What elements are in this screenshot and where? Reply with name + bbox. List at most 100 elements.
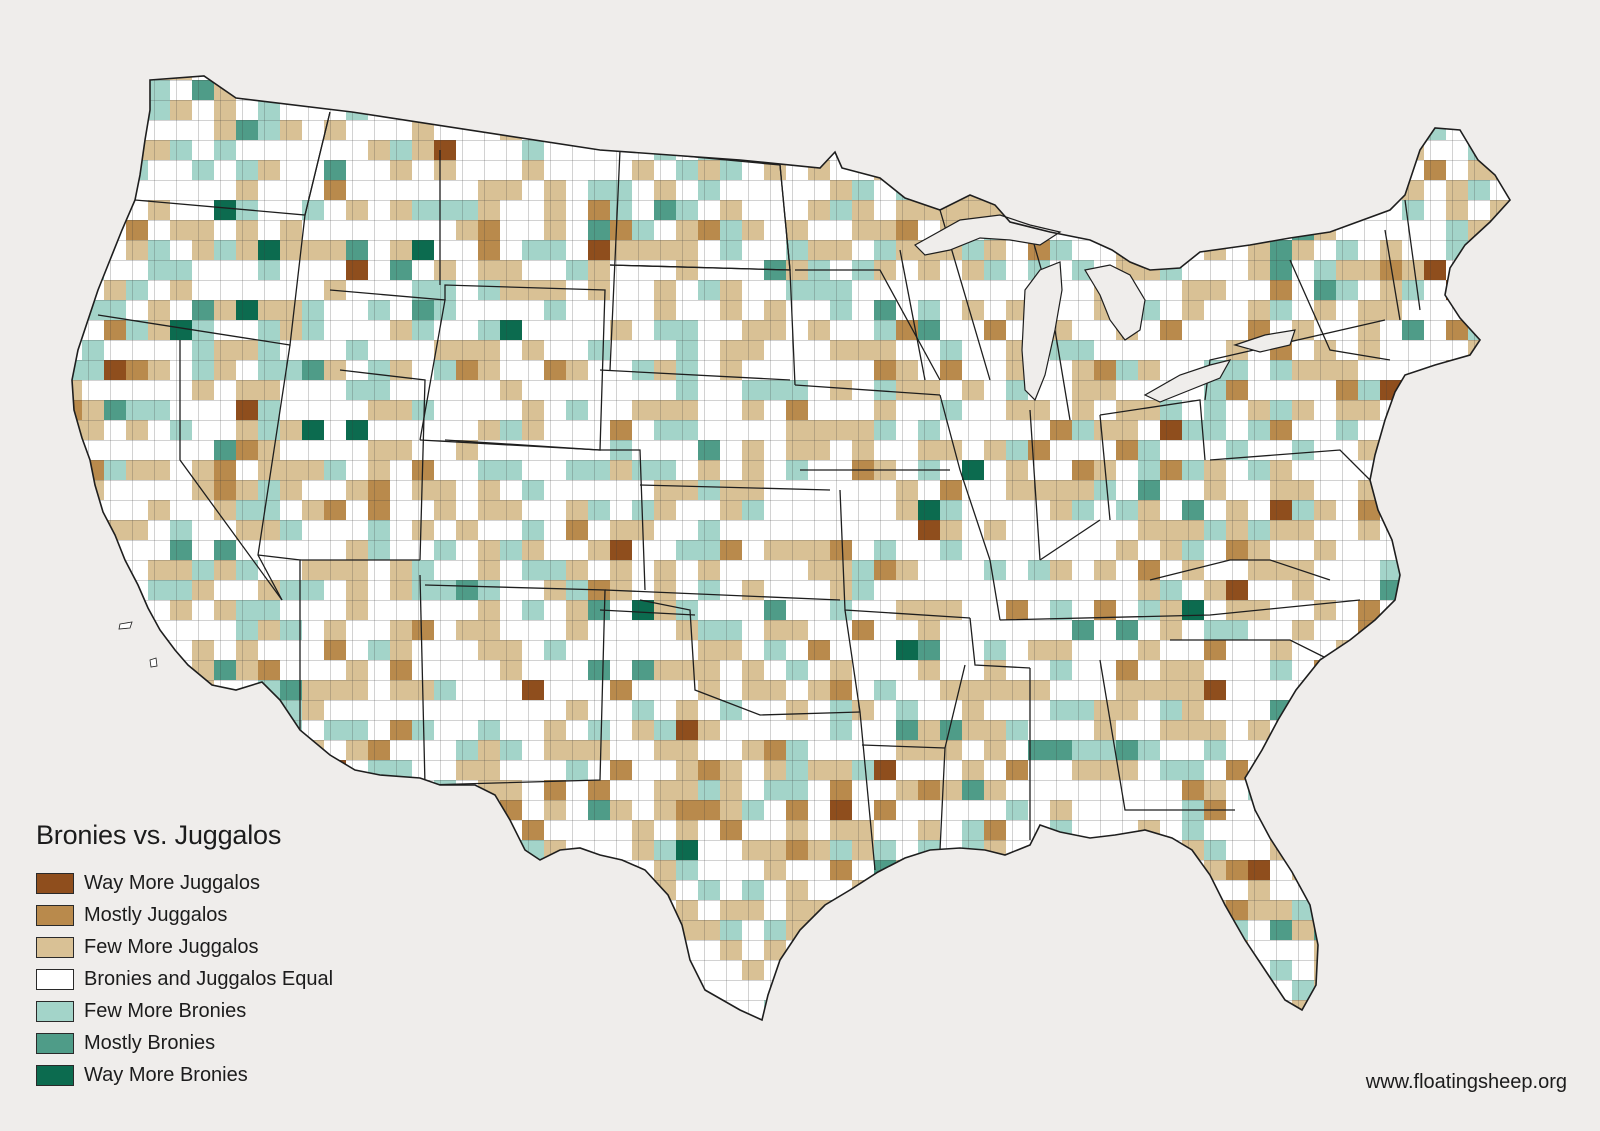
county-cell <box>434 100 456 120</box>
county-cell <box>104 100 126 120</box>
county-cell <box>610 80 632 100</box>
county-cell <box>1358 840 1380 860</box>
county-cell <box>500 1000 522 1020</box>
county-cell <box>1116 140 1138 160</box>
county-cell <box>258 760 280 780</box>
county-cell <box>1160 220 1182 240</box>
county-cell <box>1006 1020 1028 1040</box>
county-cell <box>1204 76 1226 80</box>
county-cell <box>1490 120 1510 140</box>
county-cell <box>830 120 852 140</box>
county-cell <box>1138 160 1160 180</box>
county-cell <box>1468 520 1490 540</box>
county-cell <box>654 920 676 940</box>
county-cell <box>302 80 324 100</box>
county-cell <box>1072 860 1094 880</box>
county-cell <box>1006 140 1028 160</box>
county-cell <box>1446 280 1468 300</box>
county-cell <box>1512 680 1534 700</box>
county-cell <box>1160 180 1182 200</box>
county-cell <box>192 740 214 760</box>
county-cell <box>1182 140 1204 160</box>
county-cell <box>214 760 236 780</box>
county-cell <box>500 960 522 980</box>
county-cell <box>148 780 170 800</box>
legend-title: Bronies vs. Juggalos <box>36 820 282 850</box>
county-cell <box>1270 76 1292 80</box>
county-cell <box>82 220 104 240</box>
county-cell <box>1336 960 1358 980</box>
legend-swatch <box>36 1000 74 1022</box>
county-cell <box>1446 660 1468 680</box>
county-cell <box>786 1020 808 1040</box>
county-cell <box>1204 80 1226 100</box>
county-cell <box>456 920 478 940</box>
county-cell <box>280 740 302 760</box>
county-cell <box>1292 80 1314 100</box>
county-cell <box>1468 960 1490 980</box>
county-cell <box>1512 280 1534 300</box>
county-cell <box>1468 400 1490 420</box>
county-cell <box>1468 1000 1490 1020</box>
channel-islands <box>118 621 158 668</box>
county-cell <box>1402 500 1424 520</box>
county-cell <box>1402 720 1424 740</box>
county-cell <box>1270 80 1292 100</box>
county-cell <box>126 800 148 820</box>
county-cell <box>72 240 82 260</box>
county-cell <box>1050 200 1072 220</box>
county-cell <box>918 940 940 960</box>
county-cell <box>72 600 82 620</box>
county-cell <box>764 76 786 80</box>
county-cell <box>1446 360 1468 380</box>
legend-item: Mostly Juggalos <box>36 899 436 931</box>
county-cell <box>544 900 566 920</box>
county-cell <box>1490 820 1510 840</box>
legend-swatch <box>36 1032 74 1054</box>
county-cell <box>1204 1020 1226 1040</box>
county-cell <box>1402 540 1424 560</box>
county-cell <box>258 700 280 720</box>
county-cell <box>456 820 478 840</box>
county-cell <box>962 860 984 880</box>
county-cell <box>984 960 1006 980</box>
county-cell <box>588 940 610 960</box>
county-cell <box>1028 1000 1050 1020</box>
county-cell <box>1336 800 1358 820</box>
county-cell <box>72 640 82 660</box>
county-cell <box>1226 76 1248 80</box>
county-cell <box>610 100 632 120</box>
county-cell <box>214 740 236 760</box>
county-cell <box>1204 900 1226 920</box>
county-cell <box>808 980 830 1000</box>
county-cell <box>1336 120 1358 140</box>
county-cell <box>72 460 82 480</box>
county-cell <box>1402 700 1424 720</box>
legend-rows: Way More Juggalos Mostly Juggalos Few More… <box>36 867 436 1091</box>
county-cell <box>1292 700 1314 720</box>
county-cell <box>1270 120 1292 140</box>
county-cell <box>940 100 962 120</box>
county-cell <box>324 780 346 800</box>
county-cell <box>720 80 742 100</box>
county-cell <box>1490 220 1510 240</box>
county-cell <box>632 100 654 120</box>
county-cell <box>1270 820 1292 840</box>
county-cell <box>1358 180 1380 200</box>
county-cell <box>192 800 214 820</box>
county-cell <box>676 100 698 120</box>
county-cell <box>1424 640 1446 660</box>
county-cell <box>1490 640 1510 660</box>
county-cell <box>104 740 126 760</box>
county-cell <box>1490 480 1510 500</box>
county-cell <box>1072 1000 1094 1020</box>
county-cell <box>808 920 830 940</box>
county-cell <box>1380 940 1402 960</box>
county-cell <box>1490 700 1510 720</box>
county-cell <box>434 840 456 860</box>
county-cell <box>434 820 456 840</box>
county-cell <box>1424 460 1446 480</box>
county-cell <box>1138 980 1160 1000</box>
county-cell <box>1512 180 1534 200</box>
county-cell <box>1380 460 1402 480</box>
